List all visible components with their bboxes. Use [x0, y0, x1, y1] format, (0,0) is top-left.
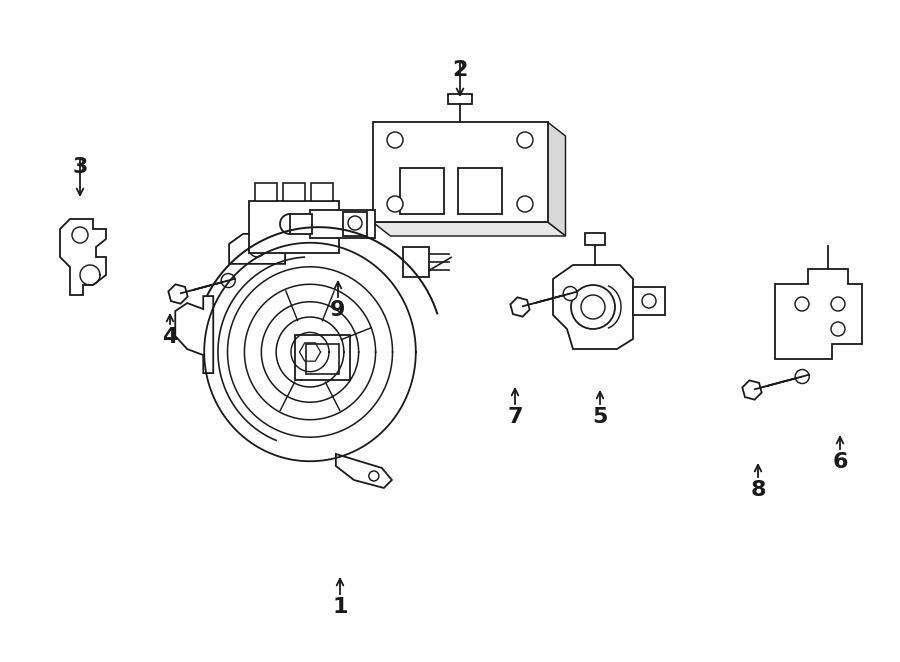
Polygon shape — [373, 222, 565, 236]
Text: 4: 4 — [162, 327, 177, 347]
Text: 7: 7 — [508, 407, 523, 427]
FancyBboxPatch shape — [255, 183, 277, 201]
Circle shape — [249, 241, 266, 257]
Circle shape — [72, 227, 88, 243]
Circle shape — [387, 196, 403, 212]
FancyBboxPatch shape — [448, 94, 472, 104]
Circle shape — [369, 471, 379, 481]
Text: 5: 5 — [592, 407, 608, 427]
FancyBboxPatch shape — [343, 212, 367, 236]
Text: 6: 6 — [832, 452, 848, 472]
Text: 1: 1 — [332, 597, 347, 617]
Text: 9: 9 — [330, 300, 346, 320]
FancyBboxPatch shape — [633, 287, 665, 315]
Circle shape — [348, 216, 362, 230]
FancyBboxPatch shape — [310, 210, 375, 238]
FancyBboxPatch shape — [290, 214, 312, 234]
Circle shape — [795, 297, 809, 311]
Text: 3: 3 — [72, 157, 87, 177]
Circle shape — [642, 294, 656, 308]
Circle shape — [221, 273, 235, 287]
Circle shape — [581, 295, 605, 319]
Text: 2: 2 — [453, 60, 468, 80]
Circle shape — [796, 369, 809, 383]
Circle shape — [387, 132, 403, 148]
FancyBboxPatch shape — [249, 201, 339, 254]
FancyBboxPatch shape — [284, 183, 305, 201]
Circle shape — [517, 132, 533, 148]
FancyBboxPatch shape — [306, 344, 339, 373]
Circle shape — [831, 297, 845, 311]
FancyBboxPatch shape — [400, 168, 444, 214]
Polygon shape — [547, 122, 565, 236]
Circle shape — [831, 322, 845, 336]
FancyBboxPatch shape — [311, 183, 333, 201]
FancyBboxPatch shape — [585, 233, 605, 245]
Text: 8: 8 — [751, 480, 766, 500]
Circle shape — [563, 287, 577, 301]
Circle shape — [571, 285, 615, 329]
FancyBboxPatch shape — [373, 122, 547, 222]
FancyBboxPatch shape — [295, 334, 350, 381]
FancyBboxPatch shape — [458, 168, 502, 214]
Circle shape — [517, 196, 533, 212]
